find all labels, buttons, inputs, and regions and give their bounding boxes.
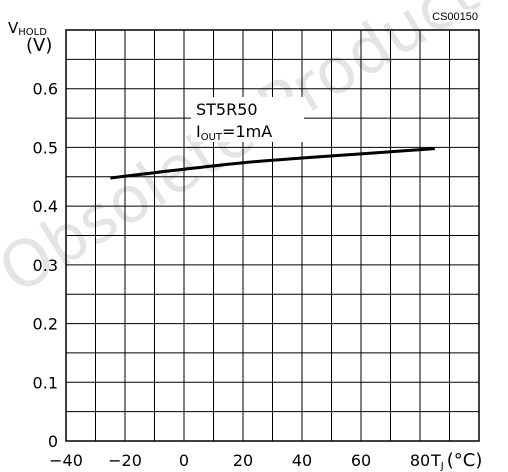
y-tick-label: 0.2 [33,315,58,334]
x-label-t: T [430,451,441,470]
plot-frame [65,29,480,442]
annotation-line1: ST5R50 [196,100,258,119]
series-group [110,147,435,180]
annotation-i: I [196,122,201,141]
y-tick-label: 0.4 [33,197,58,216]
x-tick-label: 20 [233,451,253,470]
y-tick-label: 0.6 [33,80,58,99]
y-tick-labels: 0 0.1 0.2 0.3 0.4 0.5 0.6 [33,80,58,451]
x-axis-label: TJ (°C) [430,450,482,472]
figure-code: CS00150 [432,11,478,23]
x-tick-label: 80 [410,451,430,470]
series-line-vhold [110,147,435,180]
x-tick-label: −20 [108,451,142,470]
code-bg [430,9,482,22]
annotation-box [191,97,304,142]
y-tick-label: 0.3 [33,256,58,275]
x-label-unit: (°C) [447,450,483,471]
y-label-hold: HOLD [18,27,47,38]
annotation-current: =1mA [222,122,272,141]
y-label-v: V [8,19,19,37]
y-axis-label: VHOLD [8,19,47,38]
y-tick-label: 0.1 [33,373,58,392]
x-tick-labels: −40 −20 0 20 40 60 80 [49,451,430,470]
y-tick-label: 0.5 [33,138,58,157]
y-tick-label: 0 [48,432,58,451]
annotation-line2: IOUT=1mA [196,122,272,143]
x-label-j: J [440,461,444,472]
x-tick-label: 60 [351,451,371,470]
grid [66,30,479,441]
y-axis-unit: (V) [26,35,52,56]
x-tick-label: 40 [292,451,312,470]
x-tick-label: −40 [49,451,83,470]
x-tick-label: 0 [179,451,189,470]
annotation-out: OUT [201,132,223,143]
watermark: Obsolete Product [0,0,491,309]
